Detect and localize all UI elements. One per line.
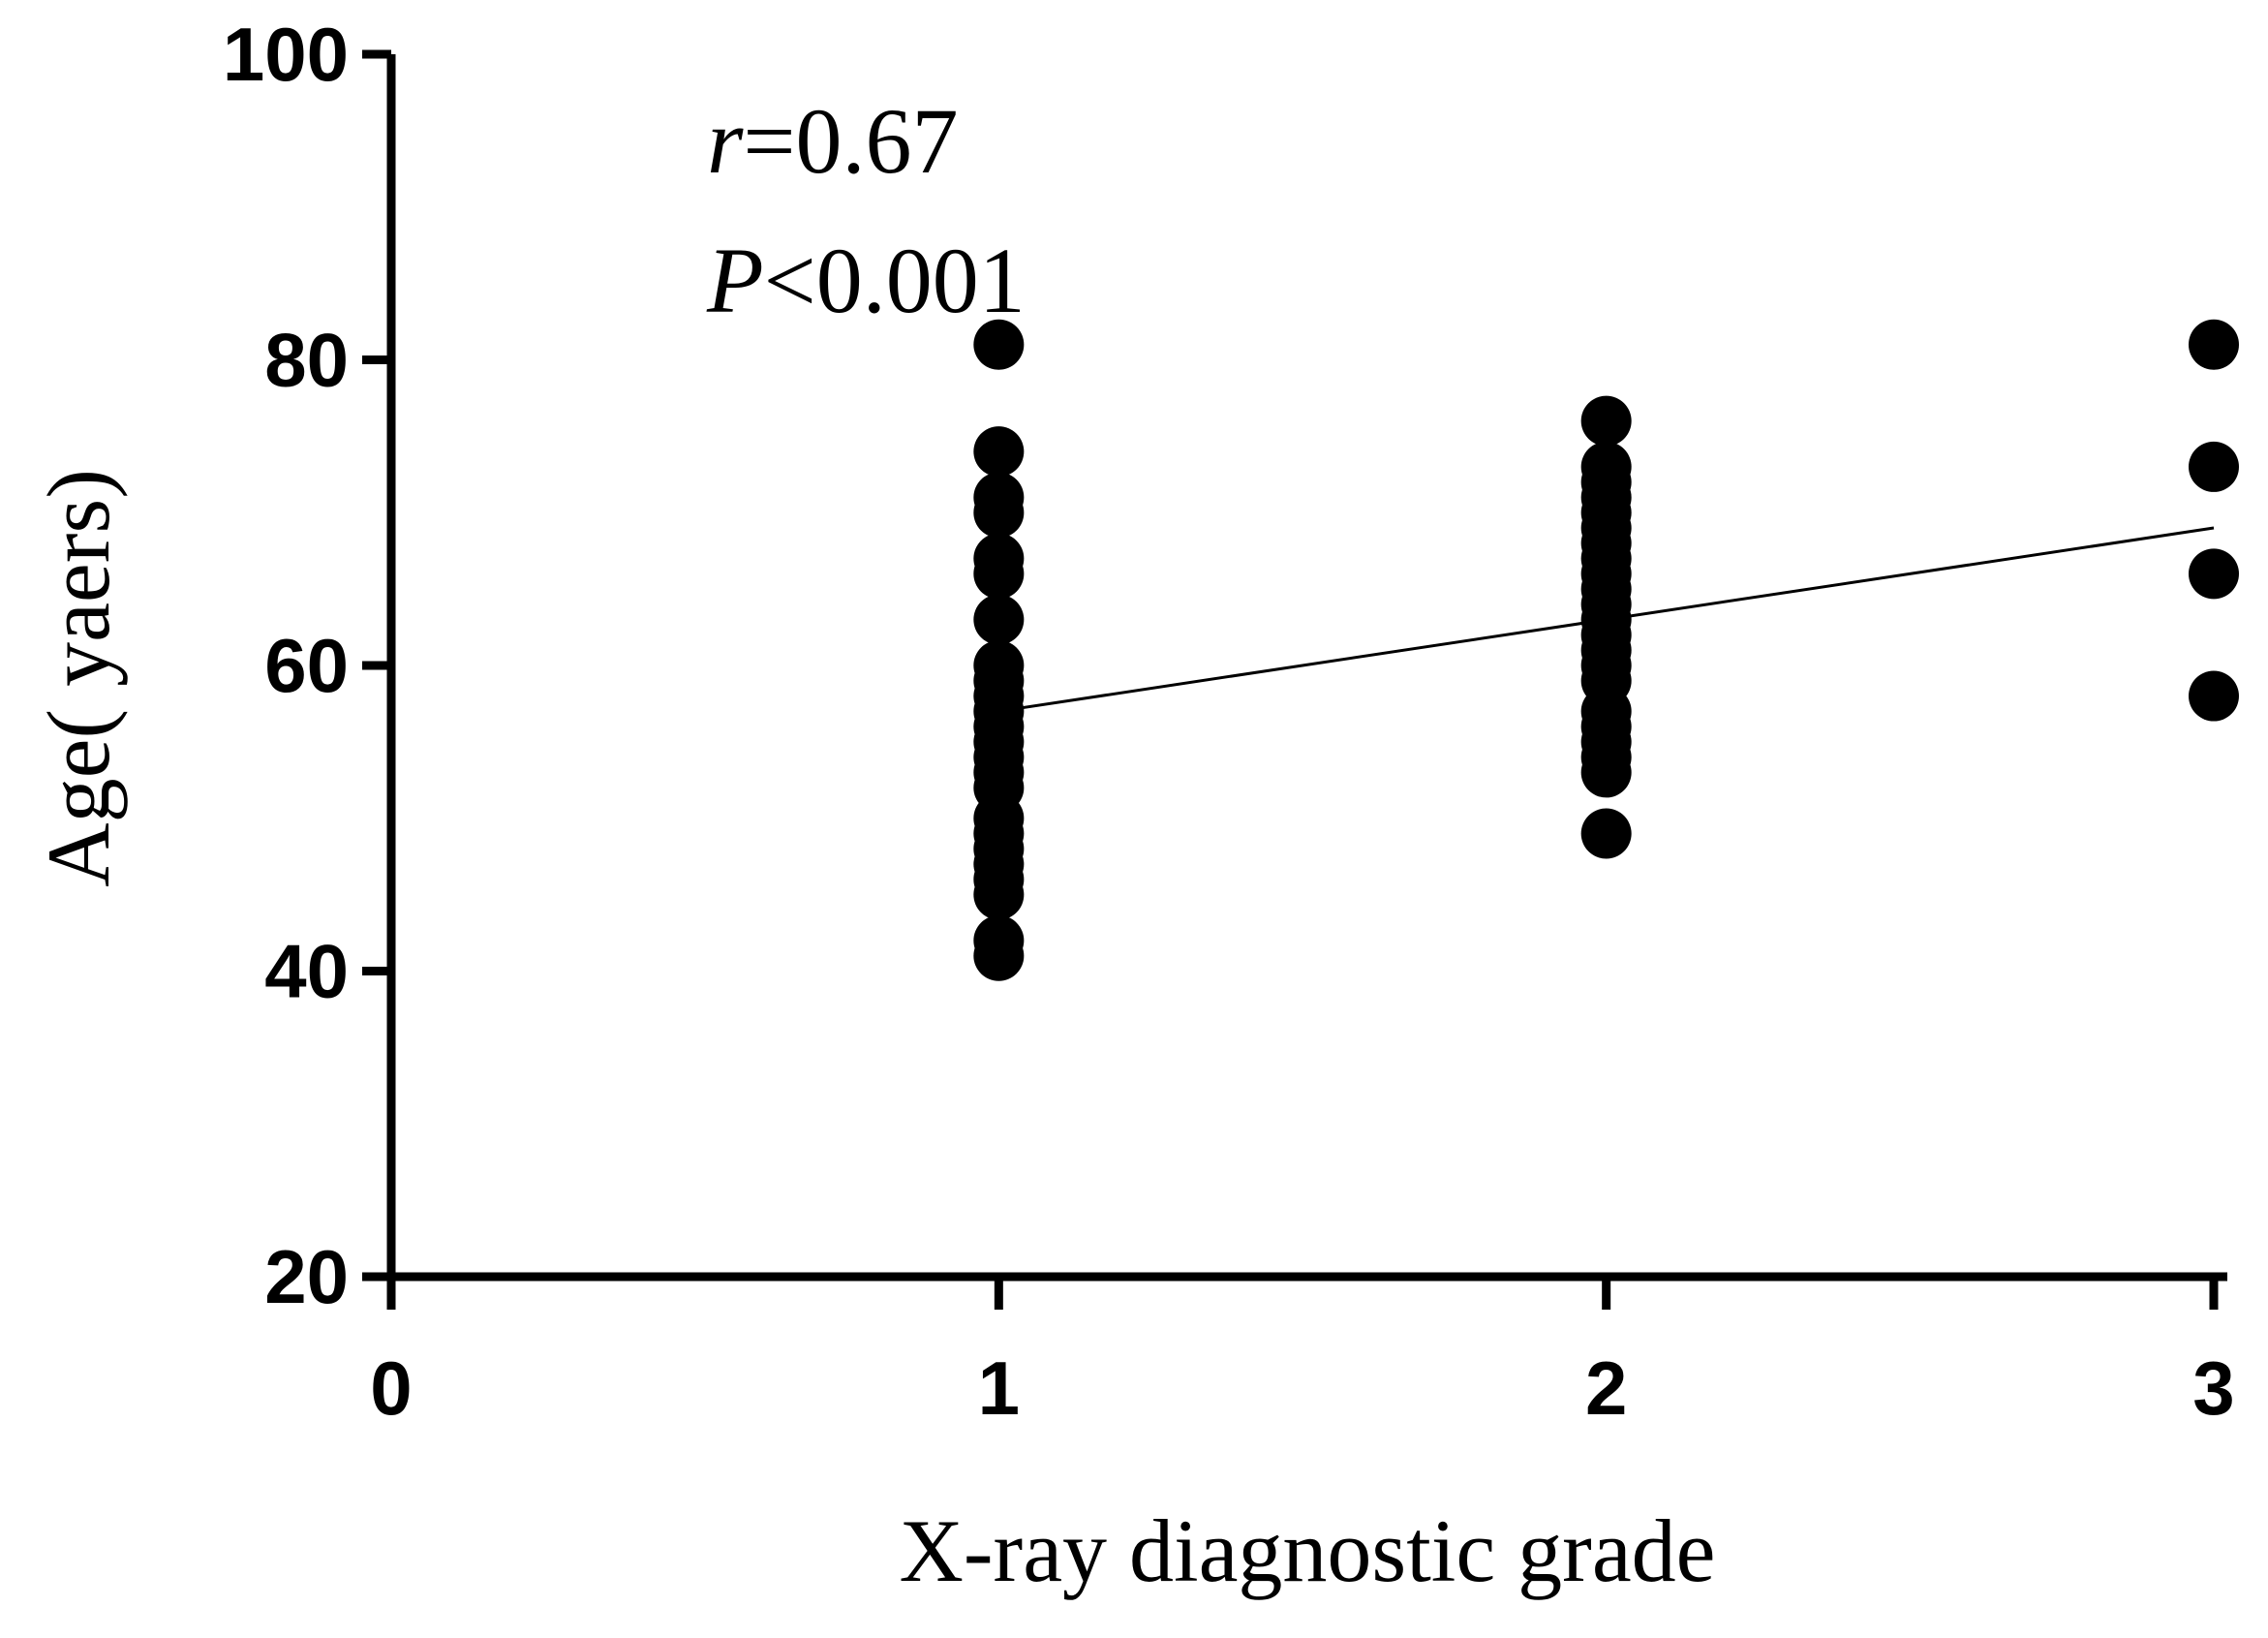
x-tick-label: 1 (978, 1345, 1020, 1431)
data-point (973, 426, 1025, 478)
x-ticks: 0 1 2 3 (370, 1277, 2235, 1431)
y-tick-label: 80 (264, 318, 349, 403)
axes (386, 54, 2227, 1282)
y-tick-label: 40 (264, 929, 349, 1014)
y-tick-label: 100 (223, 12, 349, 97)
p-annotation: P<0.001 (706, 229, 1026, 332)
data-point (1580, 747, 1632, 798)
data-point (973, 869, 1025, 920)
p-value: <0.001 (764, 229, 1026, 332)
p-symbol: P (706, 229, 764, 332)
r-annotation: r=0.67 (707, 89, 959, 193)
data-point (973, 487, 1025, 539)
x-axis-title: X-ray diagnostic grade (899, 1501, 1715, 1600)
r-symbol: r (707, 89, 744, 193)
y-tick-label: 20 (264, 1234, 349, 1319)
data-point (973, 594, 1025, 645)
data-point (2189, 548, 2239, 600)
x-tick-label: 3 (2192, 1345, 2234, 1431)
x-tick-label: 2 (1585, 1345, 1627, 1431)
data-point (973, 319, 1025, 370)
data-point (2189, 441, 2239, 492)
data-point (2189, 670, 2239, 722)
x-tick-label: 0 (370, 1345, 412, 1431)
data-point (973, 930, 1025, 981)
y-axis-title: Age( yaers) (29, 469, 128, 887)
y-tick-label: 60 (264, 623, 349, 708)
r-value: =0.67 (743, 89, 958, 193)
data-point (1580, 395, 1632, 447)
data-points (973, 319, 2239, 981)
data-point (973, 548, 1025, 600)
data-point (2189, 319, 2239, 370)
data-point (1580, 808, 1632, 859)
y-ticks: 20 40 60 80 100 (223, 12, 391, 1319)
